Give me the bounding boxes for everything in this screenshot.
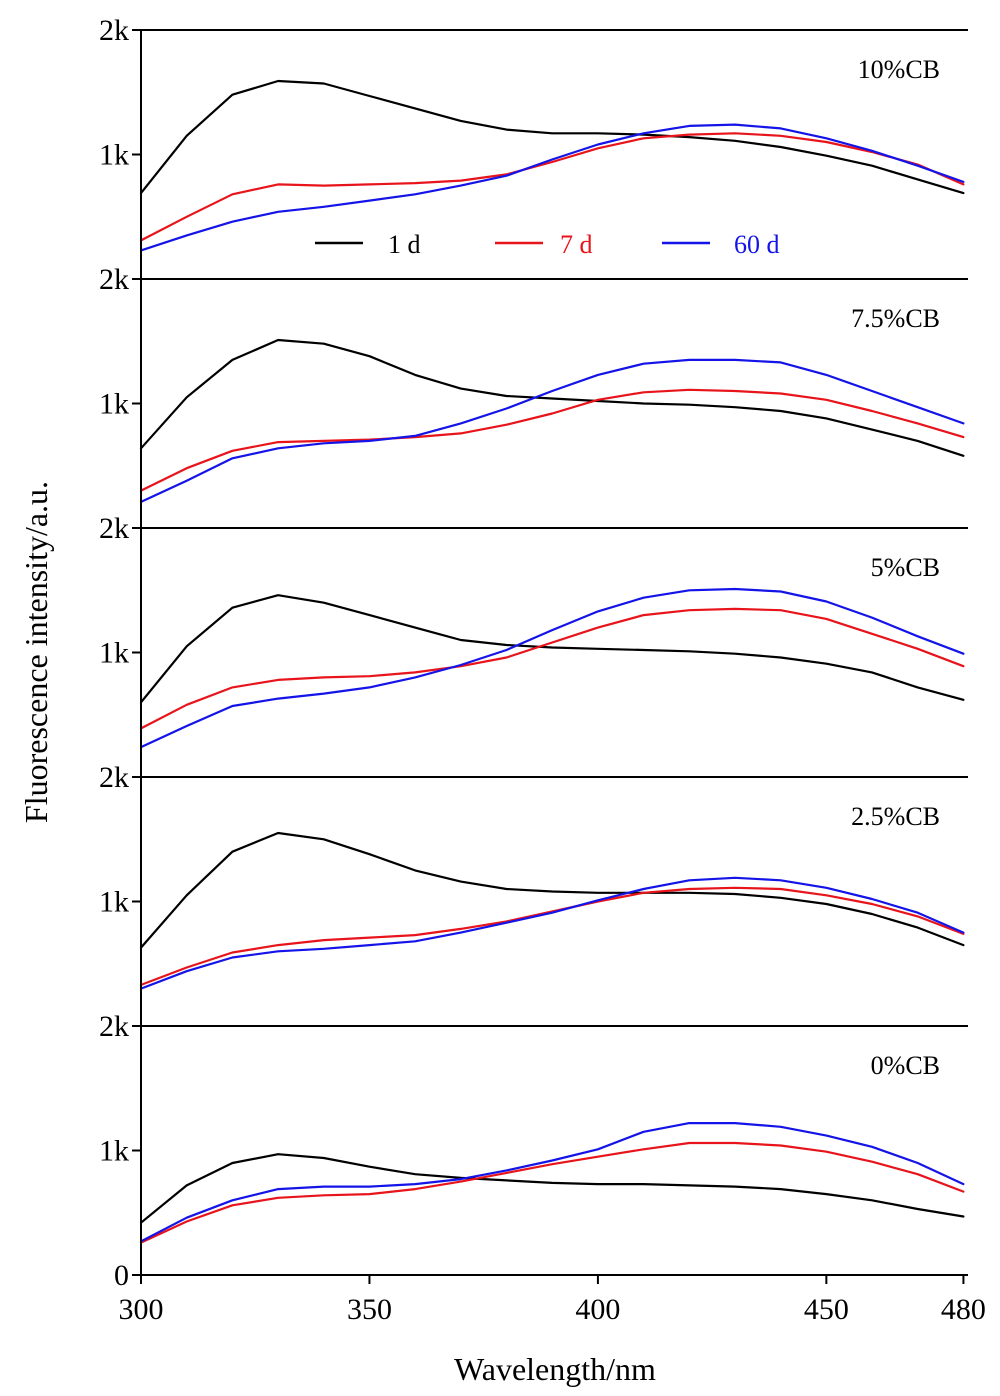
legend-label: 1 d bbox=[388, 230, 421, 259]
series-line-7d bbox=[139, 388, 965, 492]
x-axis-title: Wavelength/nm bbox=[454, 1351, 656, 1387]
y-tick-label: 0 bbox=[114, 1259, 129, 1292]
series-line-60d bbox=[139, 123, 965, 252]
panel-1: 1k 2k 7.5%CB bbox=[99, 263, 968, 503]
y-tick-label: 2k bbox=[99, 761, 129, 794]
legend-label: 60 d bbox=[734, 230, 780, 259]
y-tick-label: 2k bbox=[99, 14, 129, 47]
series-line-1d bbox=[139, 338, 965, 457]
y-tick-label: 1k bbox=[99, 388, 129, 421]
panel-label: 5%CB bbox=[871, 553, 940, 582]
series-line-7d bbox=[139, 1141, 965, 1244]
x-tick-label: 450 bbox=[804, 1293, 849, 1326]
y-tick-label: 2k bbox=[99, 1010, 129, 1043]
panels: 1k 2k 10%CB 1k 2k 7.5%CB 1k 2k 5%CB 1k 2k 2.5%CB 0 1k… bbox=[99, 14, 968, 1292]
legend: 1 d 7 d 60 d bbox=[315, 230, 780, 259]
panel-3: 1k 2k 2.5%CB bbox=[99, 761, 968, 990]
series-line-1d bbox=[139, 1153, 965, 1224]
y-tick-label: 1k bbox=[99, 886, 129, 919]
y-tick-label: 1k bbox=[99, 637, 129, 670]
panel-label: 7.5%CB bbox=[851, 304, 940, 333]
panel-0: 1k 2k 10%CB bbox=[99, 14, 968, 252]
x-tick-label: 400 bbox=[575, 1293, 620, 1326]
series-line-60d bbox=[139, 1121, 965, 1243]
series-line-7d bbox=[139, 607, 965, 730]
legend-label: 7 d bbox=[560, 230, 593, 259]
y-tick-label: 2k bbox=[99, 512, 129, 545]
y-axis-title: Fluorescence intensity/a.u. bbox=[18, 481, 54, 823]
series-line-60d bbox=[139, 876, 965, 990]
y-tick-label: 1k bbox=[99, 1135, 129, 1168]
x-tick-label: 480 bbox=[941, 1293, 986, 1326]
series-line-60d bbox=[139, 587, 965, 749]
panel-2: 1k 2k 5%CB bbox=[99, 512, 968, 749]
series-line-1d bbox=[139, 79, 965, 195]
series-line-1d bbox=[139, 831, 965, 949]
series-line-7d bbox=[139, 886, 965, 987]
panel-4: 0 1k 2k 0%CB bbox=[99, 1010, 968, 1292]
panel-label: 2.5%CB bbox=[851, 802, 940, 831]
axes: 300 350 400 450 480 bbox=[119, 30, 986, 1326]
series-line-60d bbox=[139, 358, 965, 503]
series-line-7d bbox=[139, 132, 965, 242]
y-tick-label: 1k bbox=[99, 139, 129, 172]
x-tick-label: 350 bbox=[347, 1293, 392, 1326]
y-tick-label: 2k bbox=[99, 263, 129, 296]
series-line-1d bbox=[139, 594, 965, 704]
panel-label: 0%CB bbox=[871, 1051, 940, 1080]
x-tick-label: 300 bbox=[119, 1293, 164, 1326]
panel-label: 10%CB bbox=[858, 55, 940, 84]
